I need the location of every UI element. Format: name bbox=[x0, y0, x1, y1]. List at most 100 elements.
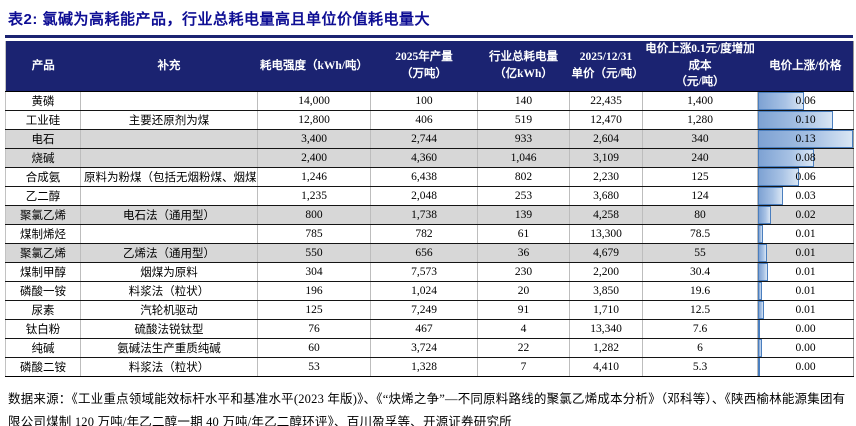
column-header-ratio: 电价上涨/价格 bbox=[757, 41, 854, 93]
cell-cost-increase: 55 bbox=[642, 243, 758, 264]
cell-intensity: 14,000 bbox=[257, 91, 371, 112]
cell-industry-kwh: 140 bbox=[477, 91, 570, 112]
ratio-value: 0.13 bbox=[795, 133, 816, 146]
table-row: 钛白粉 硫酸法锐钛型 76 467 4 13,340 7.6 0.00 bbox=[5, 319, 854, 340]
column-header-intensity: 耗电强度（kWh/吨） bbox=[257, 41, 371, 93]
cell-ratio: 0.03 bbox=[757, 186, 854, 207]
column-header-note: 补充 bbox=[80, 41, 258, 93]
cell-note: 乙烯法（通用型） bbox=[80, 243, 258, 264]
cell-intensity: 1,246 bbox=[257, 167, 371, 188]
table-row: 煤制烯烃 785 782 61 13,300 78.5 0.01 bbox=[5, 224, 854, 245]
cell-note bbox=[80, 148, 258, 169]
cell-intensity: 196 bbox=[257, 281, 371, 302]
cell-cost-increase: 19.6 bbox=[642, 281, 758, 302]
ratio-value: 0.02 bbox=[795, 209, 816, 222]
cell-product: 工业硅 bbox=[5, 110, 81, 131]
cell-ratio: 0.00 bbox=[757, 319, 854, 340]
cell-intensity: 785 bbox=[257, 224, 371, 245]
cell-intensity: 1,235 bbox=[257, 186, 371, 207]
cell-product: 煤制甲醇 bbox=[5, 262, 81, 283]
cell-intensity: 60 bbox=[257, 338, 371, 359]
cell-intensity: 53 bbox=[257, 357, 371, 378]
cell-note bbox=[80, 129, 258, 150]
ratio-value: 0.06 bbox=[795, 171, 816, 184]
cell-intensity: 800 bbox=[257, 205, 371, 226]
cell-product: 电石 bbox=[5, 129, 81, 150]
cell-unit-price: 3,680 bbox=[569, 186, 643, 207]
cell-industry-kwh: 61 bbox=[477, 224, 570, 245]
cell-cost-increase: 30.4 bbox=[642, 262, 758, 283]
ratio-data-bar bbox=[758, 263, 769, 281]
cell-industry-kwh: 253 bbox=[477, 186, 570, 207]
cell-output: 782 bbox=[370, 224, 478, 245]
cell-intensity: 3,400 bbox=[257, 129, 371, 150]
cell-unit-price: 4,679 bbox=[569, 243, 643, 264]
ratio-data-bar bbox=[758, 206, 772, 224]
cell-output: 100 bbox=[370, 91, 478, 112]
cell-unit-price: 2,604 bbox=[569, 129, 643, 150]
cell-intensity: 125 bbox=[257, 300, 371, 321]
table-row: 聚氯乙烯 电石法（通用型） 800 1,738 139 4,258 80 0.02 bbox=[5, 205, 854, 226]
column-header-product: 产品 bbox=[5, 41, 81, 93]
cell-product: 磷酸一铵 bbox=[5, 281, 81, 302]
cell-output: 4,360 bbox=[370, 148, 478, 169]
cell-industry-kwh: 4 bbox=[477, 319, 570, 340]
cell-unit-price: 4,410 bbox=[569, 357, 643, 378]
cell-product: 尿素 bbox=[5, 300, 81, 321]
ratio-value: 0.00 bbox=[795, 323, 816, 336]
cell-industry-kwh: 36 bbox=[477, 243, 570, 264]
table-row: 纯碱 氨碱法生产重质纯碱 60 3,724 22 1,282 6 0.00 bbox=[5, 338, 854, 359]
cell-cost-increase: 125 bbox=[642, 167, 758, 188]
cell-note: 原料为粉煤（包括无烟粉煤、烟煤） bbox=[80, 167, 258, 188]
cell-unit-price: 2,200 bbox=[569, 262, 643, 283]
cell-cost-increase: 340 bbox=[642, 129, 758, 150]
ratio-data-bar bbox=[758, 244, 767, 262]
column-header-industry-kwh: 行业总耗电量 （亿kWh） bbox=[477, 41, 570, 93]
cell-output: 7,573 bbox=[370, 262, 478, 283]
table-row: 烧碱 2,400 4,360 1,046 3,109 240 0.08 bbox=[5, 148, 854, 169]
cell-ratio: 0.01 bbox=[757, 224, 854, 245]
cell-ratio: 0.01 bbox=[757, 262, 854, 283]
ratio-value: 0.01 bbox=[795, 266, 816, 279]
ratio-value: 0.06 bbox=[795, 95, 816, 108]
column-header-output: 2025年产量 （万吨） bbox=[370, 41, 478, 93]
cell-ratio: 0.00 bbox=[757, 357, 854, 378]
ratio-value: 0.00 bbox=[795, 361, 816, 374]
cell-unit-price: 1,282 bbox=[569, 338, 643, 359]
cell-output: 3,724 bbox=[370, 338, 478, 359]
table-body: 黄磷 14,000 100 140 22,435 1,400 0.06 工业硅 主要还原剂为煤 1… bbox=[5, 91, 854, 378]
cell-unit-price: 13,300 bbox=[569, 224, 643, 245]
cell-output: 1,328 bbox=[370, 357, 478, 378]
ratio-value: 0.08 bbox=[795, 152, 816, 165]
cell-cost-increase: 124 bbox=[642, 186, 758, 207]
ratio-data-bar bbox=[758, 225, 763, 243]
cell-product: 磷酸二铵 bbox=[5, 357, 81, 378]
table-row: 黄磷 14,000 100 140 22,435 1,400 0.06 bbox=[5, 91, 854, 112]
table-row: 工业硅 主要还原剂为煤 12,800 406 519 12,470 1,280 0.10 bbox=[5, 110, 854, 131]
ratio-data-bar bbox=[758, 301, 764, 319]
cell-ratio: 0.01 bbox=[757, 281, 854, 302]
cell-unit-price: 1,710 bbox=[569, 300, 643, 321]
cell-ratio: 0.08 bbox=[757, 148, 854, 169]
cell-ratio: 0.02 bbox=[757, 205, 854, 226]
cell-industry-kwh: 230 bbox=[477, 262, 570, 283]
ratio-value: 0.10 bbox=[795, 114, 816, 127]
cell-intensity: 76 bbox=[257, 319, 371, 340]
cell-cost-increase: 6 bbox=[642, 338, 758, 359]
cell-ratio: 0.06 bbox=[757, 167, 854, 188]
cell-note: 烟煤为原料 bbox=[80, 262, 258, 283]
cell-output: 1,024 bbox=[370, 281, 478, 302]
cell-output: 2,048 bbox=[370, 186, 478, 207]
cell-note: 汽轮机驱动 bbox=[80, 300, 258, 321]
cell-cost-increase: 7.6 bbox=[642, 319, 758, 340]
cell-cost-increase: 5.3 bbox=[642, 357, 758, 378]
cell-unit-price: 4,258 bbox=[569, 205, 643, 226]
ratio-value: 0.03 bbox=[795, 190, 816, 203]
cell-unit-price: 12,470 bbox=[569, 110, 643, 131]
energy-consumption-table: 产品 补充 耗电强度（kWh/吨） 2025年产量 （万吨） 行业总耗电量 （亿kWh） 20… bbox=[5, 41, 854, 378]
data-source-note: 数据来源：《工业重点领域能效标杆水平和基准水平(2023 年版)》、《“炔烯之争… bbox=[8, 392, 846, 426]
cell-intensity: 550 bbox=[257, 243, 371, 264]
cell-cost-increase: 240 bbox=[642, 148, 758, 169]
ratio-value: 0.00 bbox=[795, 342, 816, 355]
